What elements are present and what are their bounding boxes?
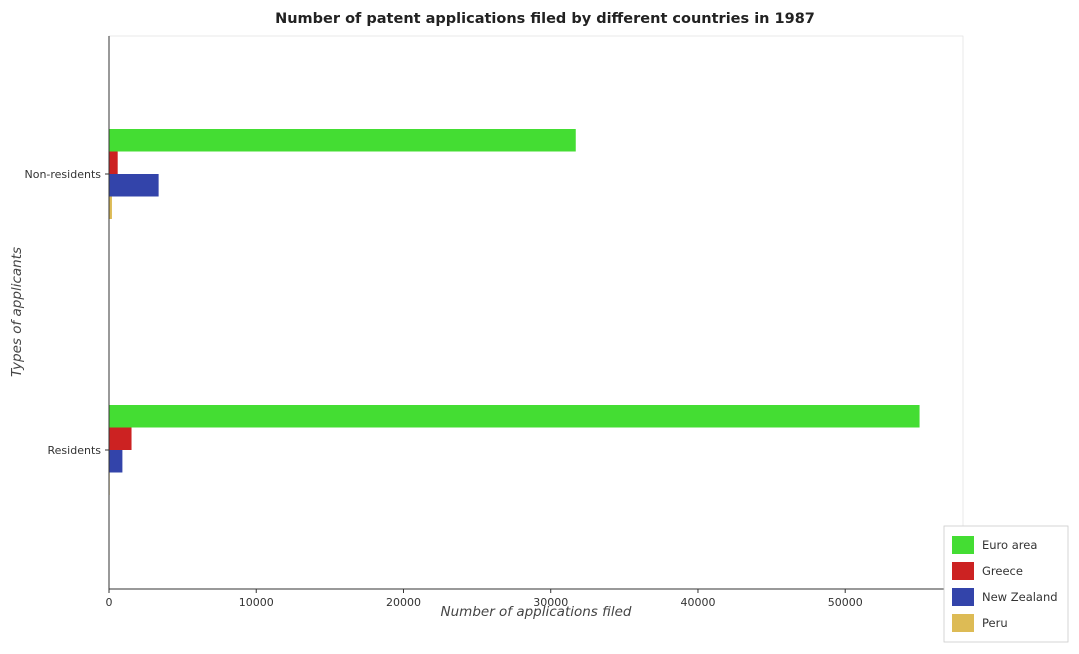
plot-area <box>108 35 964 590</box>
bar-new-zealand-residents <box>109 450 123 473</box>
bar-greece-residents <box>109 427 132 450</box>
y-tick-label: Non-residents <box>24 168 101 181</box>
legend-swatch-greece <box>952 562 974 580</box>
x-ticks: 0 10000 20000 30000 40000 50000 <box>106 589 863 609</box>
bars-group <box>109 129 920 495</box>
legend-label-greece: Greece <box>982 564 1023 578</box>
x-tick-label: 0 <box>106 596 113 609</box>
x-axis-title: Number of applications filed <box>441 604 632 620</box>
legend-label-new-zealand: New Zealand <box>982 590 1058 604</box>
legend: Euro area Greece New Zealand Peru <box>943 525 1069 643</box>
x-tick-label: 40000 <box>680 596 715 609</box>
legend-swatch-new-zealand <box>952 588 974 606</box>
y-tick-label: Residents <box>48 444 102 457</box>
y-axis-title: Types of applicants <box>9 247 25 377</box>
bar-new-zealand-non-residents <box>109 174 159 197</box>
legend-label-euro-area: Euro area <box>982 538 1037 552</box>
bar-greece-non-residents <box>109 151 118 174</box>
legend-swatch-peru <box>952 614 974 632</box>
y-ticks: Non-residents Residents <box>24 168 109 457</box>
x-tick-label: 50000 <box>828 596 863 609</box>
legend-label-peru: Peru <box>982 616 1008 630</box>
bar-peru-non-residents <box>109 196 112 219</box>
x-tick-label: 10000 <box>239 596 274 609</box>
bar-euro-area-non-residents <box>109 129 576 152</box>
chart-title: Number of patent applications filed by d… <box>275 11 815 27</box>
bar-euro-area-residents <box>109 405 920 428</box>
legend-swatch-euro-area <box>952 536 974 554</box>
x-tick-label: 30000 <box>533 596 568 609</box>
x-tick-label: 20000 <box>386 596 421 609</box>
